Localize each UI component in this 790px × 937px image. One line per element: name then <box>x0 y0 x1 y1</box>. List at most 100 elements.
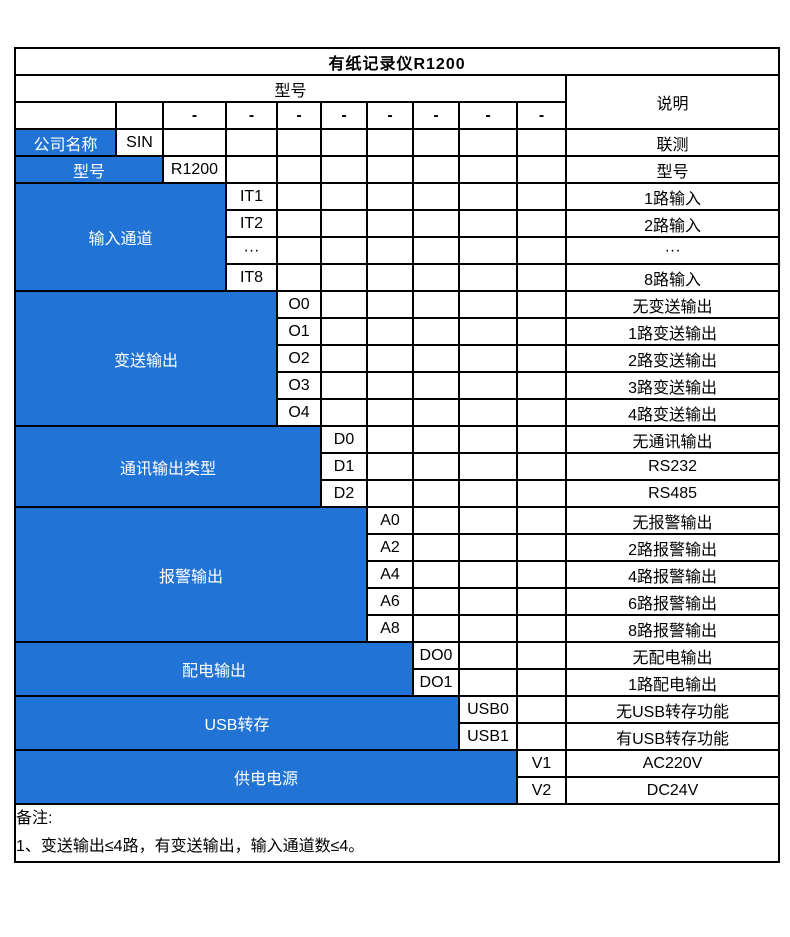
empty-cell <box>458 560 518 589</box>
separator-row: -------- <box>14 101 779 130</box>
table-row: 配电输出 DO0 无配电输出 <box>14 641 781 697</box>
empty-cell <box>320 290 368 319</box>
empty-cell <box>516 479 567 508</box>
empty-cell <box>276 209 322 238</box>
separator-cell: - <box>516 101 567 130</box>
desc-cell: 4路报警输出 <box>564 560 781 589</box>
empty-cell <box>320 317 368 346</box>
empty-cell <box>412 614 460 643</box>
desc-cell: AC220V <box>564 749 781 778</box>
desc-cell: 1路输入 <box>564 182 781 211</box>
empty-cell <box>412 425 460 454</box>
empty-cell <box>516 371 567 400</box>
code-cell: A0 <box>366 506 414 535</box>
empty-cell <box>458 344 518 373</box>
empty-cell <box>458 614 518 643</box>
separator-cell: - <box>162 101 227 130</box>
table-body: 有纸记录仪R1200 型号 说明 - - - - - - - - 公司名称 SIN 联测 型号 R1200 型号… <box>13 47 781 863</box>
empty-cell <box>412 506 460 535</box>
table-row: ··· ··· <box>15 236 781 265</box>
category-cell: 输入通道 <box>14 182 227 292</box>
desc-cell: 1路配电输出 <box>564 668 781 697</box>
notes-block: 备注: 1、变送输出≤4路，有变送输出，输入通道数≤4。 <box>13 803 781 863</box>
code-cell: V1 <box>516 749 567 778</box>
category-cell: 供电电源 <box>14 749 518 805</box>
empty-cell <box>366 236 414 265</box>
separator-cell: - <box>458 101 518 130</box>
note-line: 备注: <box>16 810 53 827</box>
code-cell: DO1 <box>412 668 460 697</box>
note-line: 1、变送输出≤4路，有变送输出，输入通道数≤4。 <box>16 838 365 855</box>
code-cell: R1200 <box>162 155 227 184</box>
empty-cell <box>516 560 567 589</box>
header-row: 型号 说明 <box>14 74 781 130</box>
category-cell: 公司名称 <box>14 128 117 157</box>
empty-cell <box>276 128 322 157</box>
empty-cell <box>458 425 518 454</box>
table-row: O2 2路变送输出 <box>15 344 781 373</box>
desc-cell: 1路变送输出 <box>564 317 781 346</box>
desc-header-cell: 说明 <box>564 74 781 130</box>
table-row: USB转存 USB0 无USB转存功能 <box>14 695 781 751</box>
empty-cell <box>458 236 518 265</box>
empty-cell <box>516 317 567 346</box>
empty-cell <box>14 101 117 130</box>
empty-cell <box>366 452 414 481</box>
desc-cell: 联测 <box>564 128 781 157</box>
table-row: A6 6路报警输出 <box>15 587 781 616</box>
code-cell: DO0 <box>412 641 460 670</box>
empty-cell <box>412 182 460 211</box>
separator-cell: - <box>320 101 368 130</box>
code-cell: D0 <box>320 425 368 454</box>
empty-cell <box>162 128 227 157</box>
empty-cell <box>516 128 567 157</box>
empty-cell <box>458 641 518 670</box>
empty-cell <box>516 425 567 454</box>
empty-cell <box>276 155 322 184</box>
empty-cell <box>412 533 460 562</box>
table-row: A8 8路报警输出 <box>15 614 781 643</box>
code-cell: V2 <box>516 776 567 805</box>
empty-cell <box>516 668 567 697</box>
table-row: 输入通道 IT1 1路输入 <box>14 182 781 292</box>
separator-cell: - <box>225 101 278 130</box>
table-row: V2 DC24V <box>15 776 781 805</box>
code-cell: SIN <box>115 128 164 157</box>
empty-cell <box>412 398 460 427</box>
empty-cell <box>366 263 414 292</box>
empty-cell <box>458 209 518 238</box>
desc-cell: 4路变送输出 <box>564 398 781 427</box>
empty-cell <box>320 371 368 400</box>
table-row: A2 2路报警输出 <box>15 533 781 562</box>
empty-cell <box>366 155 414 184</box>
title-row: 有纸记录仪R1200 <box>13 47 781 76</box>
empty-cell <box>320 128 368 157</box>
model-selection-table: 有纸记录仪R1200 型号 说明 - - - - - - - - 公司名称 SIN 联测 型号 R1200 型号… <box>13 47 781 863</box>
empty-cell <box>320 209 368 238</box>
desc-cell: 无USB转存功能 <box>564 695 781 724</box>
empty-cell <box>366 317 414 346</box>
code-cell: A6 <box>366 587 414 616</box>
table-row: DO1 1路配电输出 <box>15 668 781 697</box>
empty-cell <box>276 236 322 265</box>
empty-cell <box>366 479 414 508</box>
code-cell: USB1 <box>458 722 518 751</box>
empty-cell <box>516 641 567 670</box>
table-row: 供电电源 V1 AC220V <box>14 749 781 805</box>
empty-cell <box>412 290 460 319</box>
desc-cell: ··· <box>564 236 781 265</box>
empty-cell <box>516 290 567 319</box>
desc-cell: 6路报警输出 <box>564 587 781 616</box>
empty-cell <box>516 452 567 481</box>
empty-cell <box>225 128 278 157</box>
table-row: IT2 2路输入 <box>15 209 781 238</box>
separator-cell: - <box>412 101 460 130</box>
empty-cell <box>366 371 414 400</box>
code-cell: O0 <box>276 290 322 319</box>
empty-cell <box>412 236 460 265</box>
desc-cell: 3路变送输出 <box>564 371 781 400</box>
empty-cell <box>458 506 518 535</box>
desc-cell: DC24V <box>564 776 781 805</box>
code-cell: O3 <box>276 371 322 400</box>
